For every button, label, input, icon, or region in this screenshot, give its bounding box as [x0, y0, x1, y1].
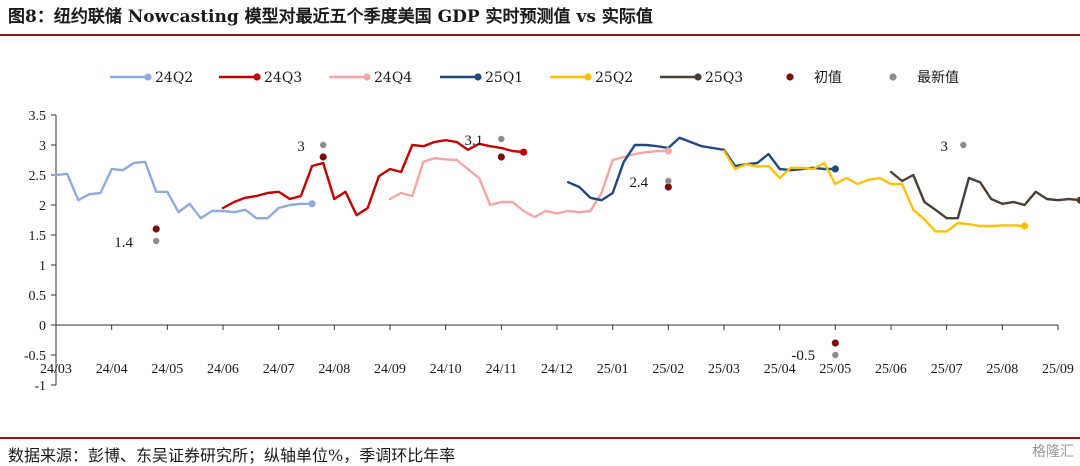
legend-label: 24Q3 — [264, 70, 302, 86]
series-line-25q3 — [889, 170, 1080, 220]
x-tick-label: 24/03 — [40, 362, 72, 377]
y-tick-label: 1 — [39, 259, 46, 274]
x-tick-label: 24/09 — [374, 362, 406, 377]
x-tick-label: 24/08 — [318, 362, 350, 377]
y-tick-label: 3 — [39, 139, 46, 154]
x-tick-label: 25/06 — [875, 362, 907, 377]
latest-value-point — [960, 141, 967, 149]
legend-label: 25Q3 — [705, 70, 743, 86]
value-label: 3 — [297, 139, 305, 155]
marker-points — [152, 135, 967, 359]
legend-marker-swatch — [889, 73, 897, 81]
initial-value-point — [319, 153, 327, 161]
series-line-24q3 — [221, 138, 525, 217]
series-lines — [54, 136, 1080, 233]
x-tick-label: 24/04 — [96, 362, 128, 377]
title-divider — [0, 34, 1080, 36]
chart-legend: 24Q2 24Q3 24Q4 25Q1 25Q2 25Q3 初值 最新值 — [110, 69, 959, 86]
x-tick-label: 25/02 — [652, 362, 684, 377]
y-tick-label: 2.5 — [29, 169, 47, 184]
latest-value-point — [153, 237, 160, 245]
source-note: 数据来源：彭博、东吴证券研究所；纵轴单位%，季调环比年率 — [8, 446, 456, 465]
value-label: 2.4 — [629, 175, 648, 191]
series-line-24q2 — [54, 160, 314, 220]
y-tick-label: 1.5 — [29, 229, 47, 244]
value-annotations: 1.4 3 3.1 2.4 -0.5 3 — [114, 133, 948, 364]
latest-value-point — [320, 141, 327, 149]
series-end-marker-24q3 — [520, 148, 528, 156]
x-tick-label: 25/05 — [819, 362, 851, 377]
series-end-marker-24q2 — [308, 200, 316, 208]
series-line-25q1 — [566, 136, 837, 202]
latest-value-point — [832, 351, 839, 359]
initial-value-point — [152, 225, 160, 233]
latest-value-point — [498, 135, 505, 143]
legend-marker-swatch — [144, 73, 152, 81]
legend-label: 25Q2 — [595, 70, 633, 86]
y-tick-label: -1 — [34, 379, 46, 394]
legend-marker-swatch — [694, 73, 702, 81]
series-end-marker-24q4 — [664, 147, 672, 155]
legend-marker-swatch — [253, 73, 261, 81]
series-end-marker-25q3 — [1076, 196, 1080, 204]
x-tick-label: 24/07 — [263, 362, 295, 377]
legend-label: 初值 — [814, 69, 842, 86]
legend-marker-swatch — [363, 73, 371, 81]
watermark-logo: 格隆汇 — [1032, 444, 1074, 460]
y-tick-label: 2 — [39, 199, 46, 214]
x-tick-label: 25/01 — [597, 362, 629, 377]
x-tick-label: 24/11 — [486, 362, 517, 377]
legend-label: 25Q1 — [485, 70, 523, 86]
series-line-25q2 — [722, 149, 1026, 233]
x-tick-label: 24/05 — [151, 362, 183, 377]
gdp-nowcast-chart: 24Q2 24Q3 24Q4 25Q1 25Q2 25Q3 初值 最新值 3.5 3 2.5 2 1.… — [24, 69, 1080, 394]
series-end-marker-25q1 — [831, 165, 839, 173]
initial-value-point — [664, 183, 672, 191]
value-label: 3.1 — [464, 133, 483, 149]
x-tick-label: 25/08 — [986, 362, 1018, 377]
y-tick-label: 0.5 — [29, 289, 47, 304]
value-label: 3 — [940, 139, 948, 155]
chart-axes: 3.5 3 2.5 2 1.5 1 0.5 0 -0.5 -1 24/03 24/04 24/05 24/… — [24, 109, 1074, 394]
initial-value-point — [497, 153, 505, 161]
series-line-24q4 — [388, 149, 670, 219]
legend-label: 24Q2 — [155, 70, 193, 86]
x-tick-label: 25/09 — [1042, 362, 1074, 377]
figure-title: 图8：纽约联储 Nowcasting 模型对最近五个季度美国 GDP 实时预测值… — [8, 7, 653, 27]
y-tick-label: 3.5 — [29, 109, 47, 124]
legend-label: 最新值 — [917, 70, 959, 86]
x-tick-label: 24/06 — [207, 362, 239, 377]
value-label: 1.4 — [114, 235, 133, 251]
series-end-marker-25q2 — [1021, 222, 1029, 230]
value-label: -0.5 — [791, 348, 815, 364]
x-tick-label: 24/10 — [430, 362, 462, 377]
latest-value-point — [665, 177, 672, 185]
x-tick-label: 25/03 — [708, 362, 740, 377]
x-tick-label: 25/04 — [764, 362, 796, 377]
x-tick-label: 24/12 — [541, 362, 573, 377]
legend-marker-swatch — [786, 73, 794, 81]
legend-label: 24Q4 — [374, 70, 412, 86]
source-divider — [0, 437, 1080, 439]
y-tick-label: -0.5 — [24, 349, 46, 364]
legend-marker-swatch — [474, 73, 482, 81]
legend-marker-swatch — [584, 73, 592, 81]
x-tick-label: 25/07 — [931, 362, 963, 377]
initial-value-point — [831, 339, 839, 347]
y-tick-label: 0 — [39, 319, 46, 334]
